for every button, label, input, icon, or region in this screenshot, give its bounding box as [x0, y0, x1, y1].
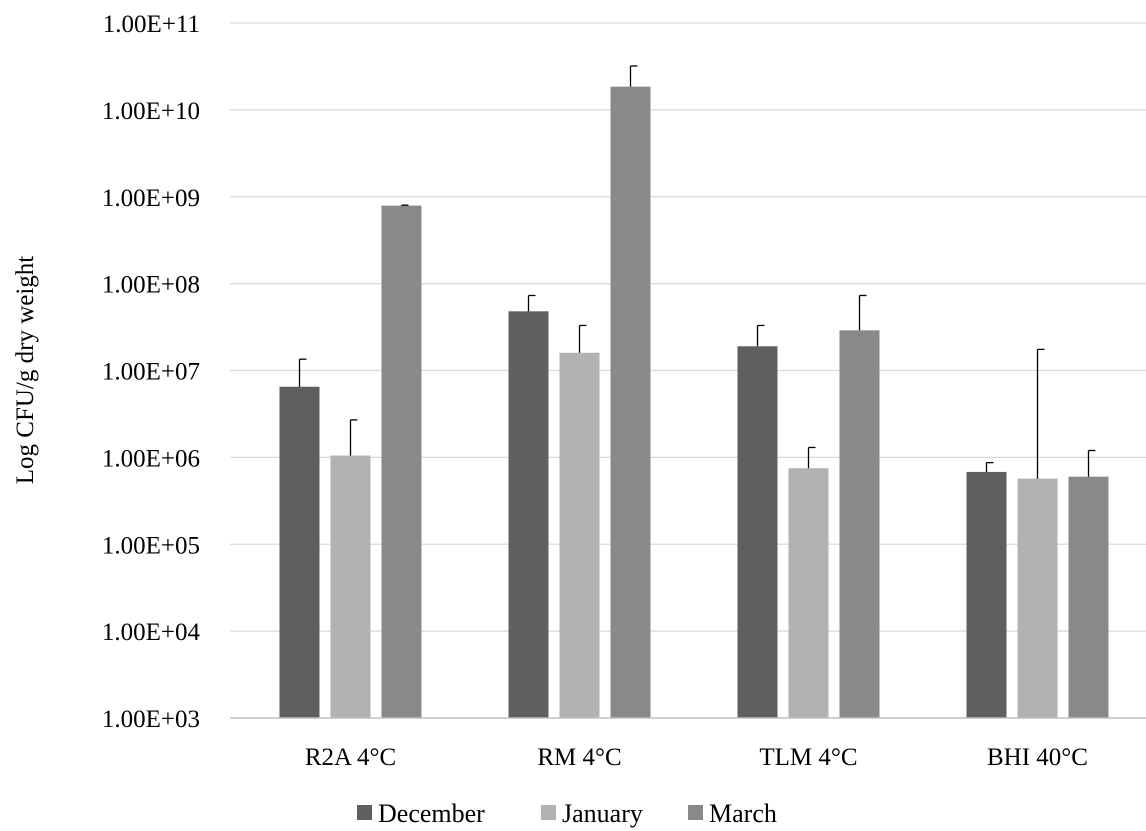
legend-swatch — [688, 805, 703, 820]
y-tick-label: 1.00E+09 — [102, 185, 200, 212]
error-bar — [807, 446, 816, 469]
x-axis-categories: R2A 4°C RM 4°C TLM 4°C BHI 40°C — [305, 744, 1088, 771]
bars — [279, 86, 1109, 719]
bar-december — [966, 471, 1007, 718]
error-bar — [578, 324, 587, 353]
y-axis-ticks: 1.00E+03 1.00E+04 1.00E+05 1.00E+06 1.00E+07… — [102, 11, 201, 733]
y-tick-label: 1.00E+06 — [102, 445, 200, 472]
error-bar — [349, 419, 358, 456]
error-bar — [985, 461, 994, 472]
legend-entry: March — [688, 799, 777, 828]
error-bars — [298, 65, 1096, 479]
bar-december — [508, 311, 549, 718]
y-tick-label: 1.00E+04 — [102, 619, 201, 646]
y-tick-label: 1.00E+11 — [103, 11, 200, 38]
legend-swatch — [357, 805, 372, 820]
y-axis-label: Log CFU/g dry weight — [12, 256, 39, 485]
error-bar — [756, 324, 765, 347]
bar-december — [737, 346, 778, 718]
x-category-label: BHI 40°C — [987, 744, 1088, 771]
legend-entry: December — [357, 799, 485, 828]
bar-january — [330, 455, 371, 718]
y-tick-label: 1.00E+08 — [102, 272, 200, 299]
error-bar — [527, 294, 536, 312]
y-tick-label: 1.00E+05 — [102, 532, 200, 559]
y-tick-label: 1.00E+10 — [102, 98, 200, 125]
bar-march — [839, 330, 880, 718]
error-bar — [858, 294, 867, 331]
bar-march — [1068, 476, 1109, 718]
y-tick-label: 1.00E+03 — [102, 706, 200, 733]
legend-label: January — [562, 799, 643, 828]
bar-march — [610, 86, 651, 719]
bar-january — [559, 352, 600, 718]
bar-march — [381, 205, 422, 718]
legend-entry: January — [541, 799, 643, 828]
x-category-label: RM 4°C — [537, 744, 621, 771]
x-category-label: R2A 4°C — [305, 744, 396, 771]
y-tick-label: 1.00E+07 — [102, 359, 200, 386]
legend: December January March — [357, 799, 777, 828]
x-category-label: TLM 4°C — [759, 744, 857, 771]
bar-january — [788, 468, 829, 718]
error-bar — [629, 65, 638, 87]
legend-swatch — [541, 805, 556, 820]
legend-label: March — [709, 799, 777, 828]
error-bar — [1087, 449, 1096, 477]
error-bar — [1036, 348, 1045, 479]
bar-december — [279, 386, 320, 718]
error-bar — [298, 358, 307, 387]
bar-january — [1017, 478, 1058, 718]
legend-label: December — [378, 799, 485, 828]
